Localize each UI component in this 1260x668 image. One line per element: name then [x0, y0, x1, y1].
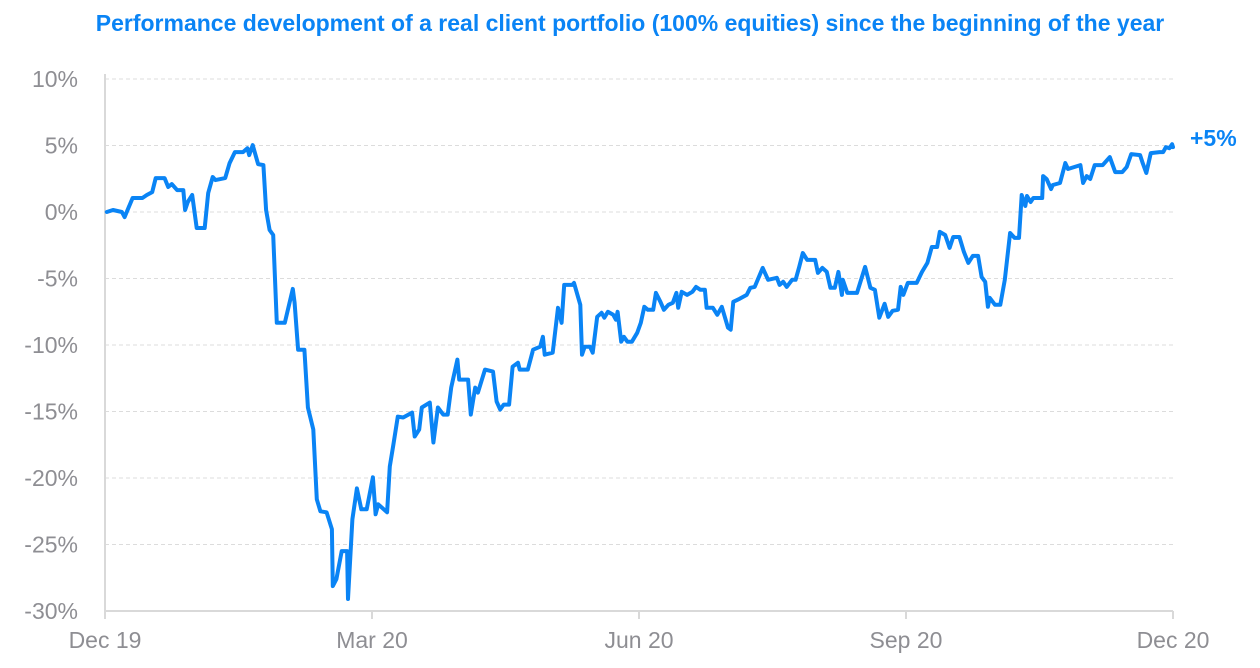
x-tick-label: Dec 19 [69, 627, 142, 653]
y-tick-label: -30% [24, 598, 78, 624]
y-tick-label: 10% [32, 66, 78, 92]
chart-title: Performance development of a real client… [95, 10, 1165, 36]
x-tick-label: Mar 20 [336, 627, 408, 653]
y-tick-label: -20% [24, 465, 78, 491]
y-tick-label: -15% [24, 399, 78, 425]
x-tick-label: Jun 20 [604, 627, 673, 653]
end-value-label: +5% [1190, 125, 1237, 151]
portfolio-line [104, 142, 1175, 601]
y-tick-label: -25% [24, 532, 78, 558]
y-tick-label: 0% [45, 199, 78, 225]
y-tick-label: -10% [24, 332, 78, 358]
y-tick-label: 5% [45, 133, 78, 159]
x-tick-label: Sep 20 [870, 627, 943, 653]
y-tick-label: -5% [37, 266, 78, 292]
x-tick-label: Dec 20 [1137, 627, 1210, 653]
